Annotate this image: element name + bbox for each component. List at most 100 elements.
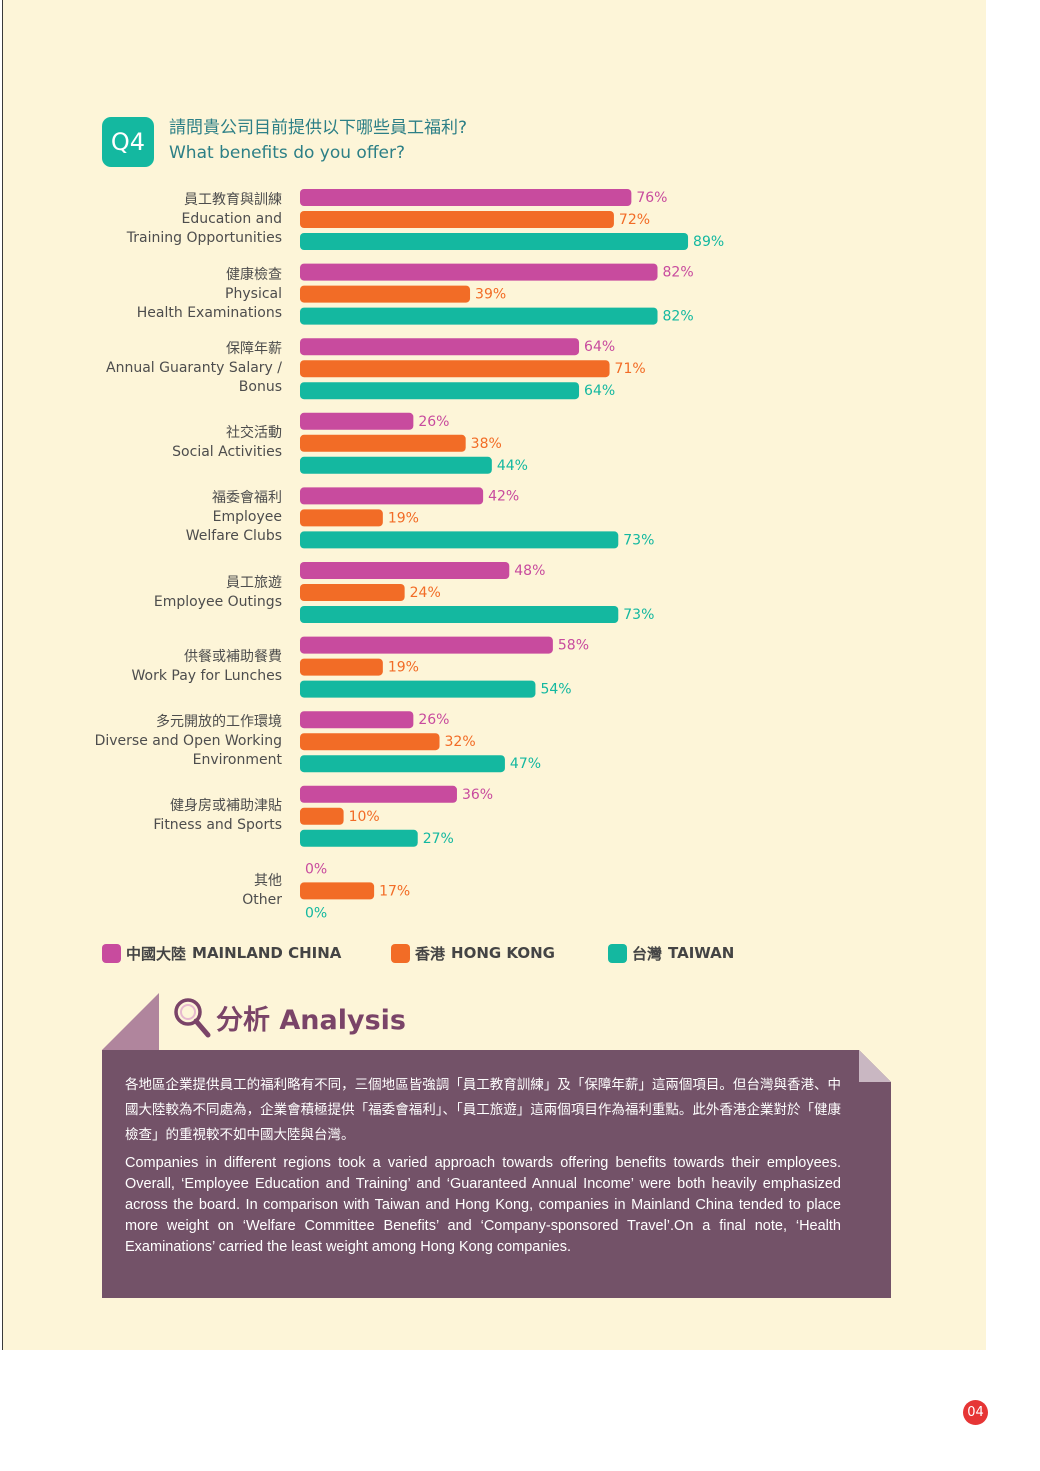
bar-physical-health-examinations-s1 bbox=[300, 285, 471, 303]
value-label-employee-outings-s2: 73% bbox=[623, 607, 654, 623]
question-title: 請問貴公司目前提供以下哪些員工福利? What benefits do you … bbox=[169, 116, 467, 166]
value-label-education-and-training-opportunities-s1: 72% bbox=[619, 212, 650, 228]
value-label-annual-guaranty-salary-bonus-s2: 64% bbox=[584, 383, 615, 399]
legend-mainland-china: 中國大陸 MAINLAND CHINA bbox=[102, 942, 341, 964]
legend-label-hongkong-en: HONG KONG bbox=[451, 944, 555, 962]
category-label-employee-outings: 員工旅遊 Employee Outings bbox=[80, 574, 282, 612]
value-label-annual-guaranty-salary-bonus-s0: 64% bbox=[584, 339, 615, 355]
category-label-en: Diverse and Open Working bbox=[94, 733, 282, 750]
category-label-fitness-and-sports: 健身房或補助津貼 Fitness and Sports bbox=[80, 797, 282, 835]
category-label-zh: 多元開放的工作環境 bbox=[156, 714, 282, 731]
bar-employee-welfare-clubs-s1 bbox=[300, 509, 383, 527]
category-label-physical-health-examinations: 健康檢查 Physical Health Examinations bbox=[80, 266, 282, 323]
category-label-diverse-and-open-working-environment: 多元開放的工作環境 Diverse and Open Working Environ… bbox=[80, 713, 282, 770]
value-label-fitness-and-sports-s0: 36% bbox=[462, 787, 493, 803]
legend-label-taiwan-en: TAIWAN bbox=[668, 944, 735, 962]
category-label-en: Employee bbox=[212, 509, 282, 526]
value-label-work-pay-for-lunches-s2: 54% bbox=[540, 682, 571, 698]
bar-fitness-and-sports-s0 bbox=[300, 785, 457, 803]
category-label-en: Work Pay for Lunches bbox=[131, 668, 282, 685]
analysis-text-zh: 各地區企業提供員工的福利略有不同，三個地區皆強調「員工教育訓練」及「保障年薪」這… bbox=[125, 1077, 841, 1143]
bar-fitness-and-sports-s1 bbox=[300, 807, 344, 825]
question-title-zh: 請問貴公司目前提供以下哪些員工福利? bbox=[169, 118, 468, 138]
category-label-zh: 員工旅遊 bbox=[226, 574, 282, 591]
magnifier-icon bbox=[174, 998, 211, 1038]
legend-taiwan: 台灣 TAIWAN bbox=[608, 942, 734, 964]
category-label-en: Bonus bbox=[238, 379, 282, 396]
category-label-en: Employee Outings bbox=[153, 593, 282, 610]
legend-label-taiwan-zh: 台灣 bbox=[632, 944, 663, 963]
value-label-education-and-training-opportunities-s2: 89% bbox=[693, 234, 724, 250]
bar-employee-welfare-clubs-s0 bbox=[300, 487, 484, 505]
category-label-zh: 保障年薪 bbox=[226, 341, 282, 358]
question-title-en: What benefits do you offer? bbox=[169, 143, 406, 163]
value-label-fitness-and-sports-s1: 10% bbox=[349, 809, 380, 825]
value-label-diverse-and-open-working-environment-s1: 32% bbox=[445, 734, 476, 750]
value-label-annual-guaranty-salary-bonus-s1: 71% bbox=[615, 361, 646, 377]
value-label-employee-outings-s0: 48% bbox=[514, 563, 545, 579]
value-label-social-activities-s2: 44% bbox=[497, 458, 528, 474]
bar-education-and-training-opportunities-s2 bbox=[300, 233, 689, 250]
category-label-annual-guaranty-salary-bonus: 保障年薪 Annual Guaranty Salary / Bonus bbox=[80, 340, 282, 397]
value-label-physical-health-examinations-s0: 82% bbox=[663, 265, 694, 281]
value-label-social-activities-s0: 26% bbox=[418, 414, 449, 430]
category-label-en: Welfare Clubs bbox=[185, 528, 282, 545]
page-number: 04 bbox=[963, 1400, 988, 1425]
value-label-physical-health-examinations-s1: 39% bbox=[475, 287, 506, 303]
benefits-bar-chart: 76% 72% 89% 82% 39% 82% 64%71%64% 26% 38% 44% 42% 1… bbox=[300, 189, 724, 921]
value-label-work-pay-for-lunches-s0: 58% bbox=[558, 638, 589, 654]
bar-annual-guaranty-salary-bonus-s2 bbox=[300, 382, 580, 400]
bar-physical-health-examinations-s2 bbox=[300, 307, 658, 325]
bar-annual-guaranty-salary-bonus-s0 bbox=[300, 338, 580, 356]
category-label-zh: 社交活動 bbox=[226, 425, 282, 442]
value-label-diverse-and-open-working-environment-s2: 47% bbox=[510, 756, 541, 772]
category-label-employee-welfare-clubs: 福委會福利 Employee Welfare Clubs bbox=[80, 489, 282, 546]
category-label-en: Annual Guaranty Salary / bbox=[106, 360, 282, 377]
bar-physical-health-examinations-s0 bbox=[300, 263, 658, 281]
legend-label-mainland-zh: 中國大陸 bbox=[126, 944, 187, 963]
bar-annual-guaranty-salary-bonus-s1 bbox=[300, 360, 610, 378]
bar-social-activities-s2 bbox=[300, 456, 492, 474]
bar-diverse-and-open-working-environment-s2 bbox=[300, 755, 505, 773]
category-label-zh: 福委會福利 bbox=[212, 490, 282, 507]
analysis-heading: 分析 Analysis bbox=[172, 992, 406, 1042]
bar-education-and-training-opportunities-s0 bbox=[300, 189, 632, 206]
category-label-education-and-training-opportunities: 員工教育與訓練 Education and Training Opportuniti… bbox=[80, 191, 282, 248]
value-label-employee-welfare-clubs-s2: 73% bbox=[623, 532, 654, 548]
bar-diverse-and-open-working-environment-s1 bbox=[300, 733, 440, 751]
category-label-zh: 供餐或補助餐費 bbox=[184, 649, 282, 666]
category-label-en: Health Examinations bbox=[136, 304, 282, 321]
analysis-title: 分析 Analysis bbox=[216, 1004, 406, 1036]
category-label-zh: 健康檢查 bbox=[226, 266, 282, 283]
category-label-social-activities: 社交活動 Social Activities bbox=[80, 424, 282, 462]
legend-label-hongkong-zh: 香港 bbox=[415, 944, 446, 963]
value-label-fitness-and-sports-s2: 27% bbox=[423, 831, 454, 847]
category-label-en: Fitness and Sports bbox=[153, 817, 282, 834]
category-label-en: Education and bbox=[181, 211, 283, 227]
value-label-physical-health-examinations-s2: 82% bbox=[663, 309, 694, 325]
category-label-zh: 其他 bbox=[254, 872, 282, 889]
value-label-employee-welfare-clubs-s1: 19% bbox=[388, 510, 419, 526]
bar-employee-outings-s0 bbox=[300, 562, 510, 579]
bar-social-activities-s1 bbox=[300, 434, 466, 452]
bar-other-s1 bbox=[300, 882, 375, 900]
value-label-social-activities-s1: 38% bbox=[471, 436, 502, 452]
value-label-other-s0: 0% bbox=[305, 861, 327, 877]
legend-swatch-hongkong bbox=[391, 943, 410, 963]
bar-work-pay-for-lunches-s0 bbox=[300, 636, 553, 654]
category-label-en: Physical bbox=[225, 285, 282, 302]
value-label-diverse-and-open-working-environment-s0: 26% bbox=[418, 712, 449, 728]
analysis-box bbox=[102, 1050, 891, 1298]
category-label-en: Social Activities bbox=[172, 444, 282, 461]
category-label-zh: 健身房或補助津貼 bbox=[170, 798, 282, 815]
analysis-text-en: Companies in different regions took a va… bbox=[125, 1155, 841, 1255]
bar-employee-outings-s1 bbox=[300, 584, 405, 601]
category-label-work-pay-for-lunches: 供餐或補助餐費 Work Pay for Lunches bbox=[80, 648, 282, 686]
value-label-work-pay-for-lunches-s1: 19% bbox=[388, 660, 419, 676]
category-label-zh: 員工教育與訓練 bbox=[184, 192, 282, 208]
category-label-en: Environment bbox=[192, 752, 282, 769]
value-label-employee-outings-s1: 24% bbox=[410, 585, 441, 601]
legend-swatch-mainland bbox=[102, 943, 121, 963]
bar-social-activities-s0 bbox=[300, 412, 414, 430]
bar-work-pay-for-lunches-s2 bbox=[300, 680, 536, 698]
